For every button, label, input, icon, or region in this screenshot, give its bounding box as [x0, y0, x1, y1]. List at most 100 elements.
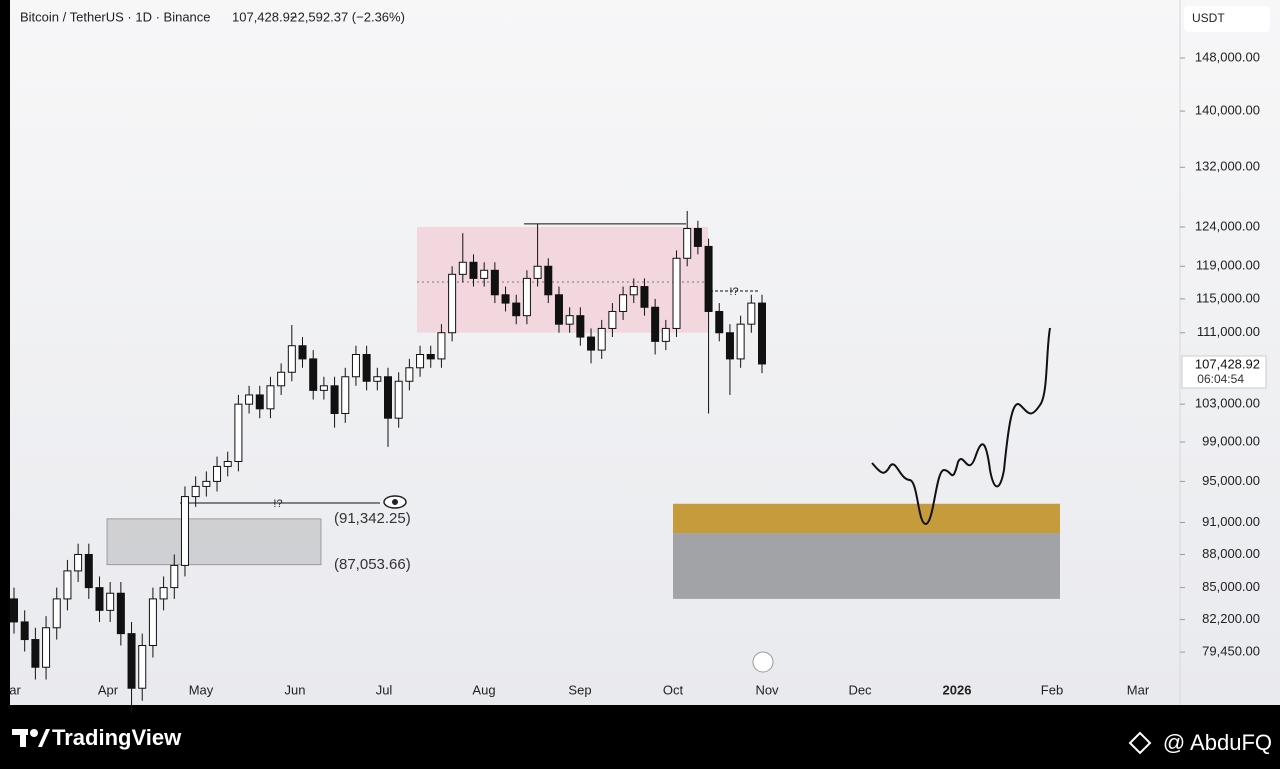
y-tick-label: 124,000.00: [1195, 218, 1260, 233]
candle-body: [597, 327, 606, 351]
candle-body: [373, 376, 382, 382]
candle-body: [587, 336, 596, 351]
candle-body: [747, 302, 756, 325]
logo: [12, 729, 50, 747]
y-tick-label: 103,000.00: [1195, 396, 1260, 411]
candle-body: [52, 598, 61, 629]
y-tick-label: 99,000.00: [1202, 433, 1260, 448]
candle-body: [533, 265, 542, 279]
y-tick-label: 148,000.00: [1195, 49, 1260, 64]
candle-body: [223, 460, 232, 467]
candle-body: [42, 627, 51, 668]
candle-body: [298, 345, 307, 360]
x-tick-label: ar: [9, 682, 21, 697]
price-tag-value: 107,428.92: [1195, 356, 1260, 371]
candle-body: [693, 228, 702, 247]
range-label: (87,053.66): [334, 556, 411, 573]
candle-body: [619, 294, 628, 312]
x-tick-label: Oct: [663, 682, 684, 697]
candle-body: [469, 261, 478, 279]
candle-body: [180, 496, 189, 566]
eye-icon: [383, 495, 407, 509]
alert-icon[interactable]: [752, 651, 774, 673]
price-tag: [1181, 355, 1267, 389]
zone: [673, 503, 1060, 534]
candle-body: [127, 633, 136, 689]
plot: (91,342.25) (87,053.66) 148,000.00 140,000.…: [9, 49, 1260, 714]
candle-body: [437, 332, 446, 360]
candle-body: [704, 245, 713, 312]
x-tick-label: Sep: [568, 682, 591, 697]
candle-body: [640, 286, 649, 308]
candle-body: [629, 286, 638, 296]
last-price: 107,428.92: [232, 9, 297, 24]
x-tick-label: Apr: [98, 682, 119, 697]
candle-body: [10, 598, 18, 623]
x-tick-label: Jun: [285, 682, 306, 697]
chart-bg: [10, 0, 1280, 705]
candle-body: [138, 645, 147, 689]
symbol: Bitcoin / TetherUS · 1D · Binance: [20, 9, 211, 24]
candle-body: [63, 570, 72, 600]
candle-body: [554, 294, 563, 325]
candle-body: [84, 553, 93, 589]
candle-body: [362, 353, 371, 382]
y-tick-label: 115,000.00: [1196, 290, 1260, 305]
candle-body: [31, 639, 40, 668]
candle-body: [651, 306, 660, 342]
zone: [673, 533, 1060, 599]
candle-body: [106, 592, 115, 611]
candle-body: [159, 587, 168, 600]
y-tick-label: 111,000.00: [1197, 324, 1260, 339]
candle-body: [576, 315, 585, 338]
candle-body: [715, 310, 724, 334]
candle-body: [394, 380, 403, 419]
x-tick-label: May: [189, 682, 214, 697]
y-tick-label: 140,000.00: [1195, 103, 1260, 118]
y-tick-label: 85,000.00: [1202, 579, 1260, 594]
currency-box[interactable]: [1184, 6, 1270, 32]
candle-body: [522, 277, 531, 317]
candle-body: [608, 310, 617, 329]
candle-body: [384, 376, 392, 419]
y-tick-label: 82,200.00: [1202, 611, 1260, 626]
candle-body: [341, 376, 350, 414]
candle-body: [213, 465, 222, 482]
candle-body: [736, 323, 745, 360]
y-tick-label: 79,450.00: [1202, 644, 1260, 659]
candle-body: [512, 302, 521, 317]
brand: TradingView: [52, 725, 182, 750]
candle-body: [544, 265, 553, 296]
x-tick-label: Jul: [376, 682, 393, 697]
y-tick-label: 88,000.00: [1202, 546, 1260, 561]
candle-body: [490, 269, 499, 296]
candle-body: [234, 403, 243, 462]
candle-body: [725, 332, 734, 360]
author: @ AbduFQ: [1163, 730, 1272, 755]
candle-body: [170, 564, 179, 589]
change: −2,592.37 (−2.36%): [290, 9, 405, 24]
x-tick-label: Feb: [1041, 682, 1063, 697]
candle-body: [458, 261, 467, 275]
candle-body: [480, 269, 489, 279]
candle-body: [661, 327, 670, 342]
currency[interactable]: USDT: [1192, 11, 1225, 25]
candle-body: [319, 385, 328, 391]
candle-body: [266, 385, 275, 410]
y-tick-label: 119,000.00: [1196, 258, 1260, 273]
candle-body: [202, 480, 211, 487]
range-box: [106, 518, 322, 566]
candle-body: [245, 394, 254, 405]
candle-body: [672, 257, 681, 329]
countdown: 06:04:54: [1197, 372, 1244, 386]
y-tick-label: 95,000.00: [1202, 473, 1260, 488]
x-tick-label: Nov: [755, 682, 779, 697]
range-label: (91,342.25): [334, 510, 411, 527]
x-tick-label: Mar: [1127, 682, 1150, 697]
note: !?: [729, 286, 738, 298]
projection-path: [871, 327, 1051, 526]
x-tick-label: Aug: [472, 682, 495, 697]
candle-body: [426, 353, 435, 360]
y-tick-label: 132,000.00: [1195, 159, 1260, 174]
candle-body: [351, 353, 360, 378]
